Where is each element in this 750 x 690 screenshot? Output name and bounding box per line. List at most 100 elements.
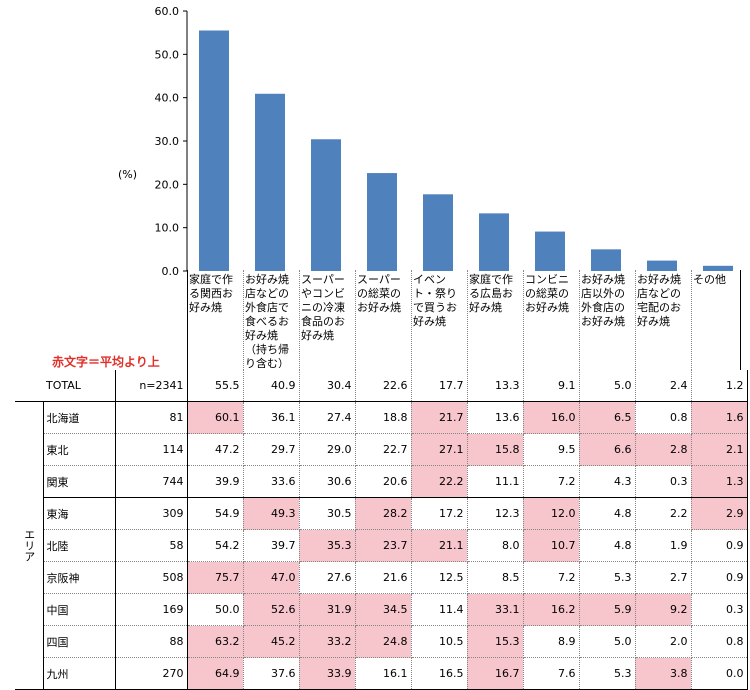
value-cell: 55.5: [187, 370, 244, 402]
value-cell: 30.5: [299, 497, 356, 530]
data-table: TOTAL n=2341 55.5 40.9 30.4 22.6 17.7 13.3 9.1 5.…: [15, 370, 748, 690]
category-separator: [411, 270, 412, 370]
value-cell: 2.9: [691, 497, 748, 530]
value-cell: 47.0: [243, 561, 300, 594]
bar: [647, 260, 677, 271]
value-cell: 16.7: [467, 657, 524, 690]
category-label: お好み焼店などの宅配のお好み焼: [637, 273, 681, 328]
bar: [199, 30, 229, 271]
value-cell: 5.3: [579, 561, 636, 594]
value-cell: 27.6: [299, 561, 356, 594]
value-cell: 0.9: [691, 561, 748, 594]
table-row: 中国 169 50.0 52.6 31.9 34.5 11.4 33.1 16.2 5.9 9.2 0…: [15, 593, 748, 626]
value-cell: 24.8: [355, 625, 412, 658]
value-cell: 63.2: [187, 625, 244, 658]
y-tick-label: 0.0: [162, 265, 180, 278]
bar: [479, 213, 509, 271]
sample-size: 508: [115, 561, 188, 594]
value-cell: 4.8: [579, 497, 636, 530]
value-cell: 16.2: [523, 593, 580, 626]
y-tick-label: 10.0: [155, 222, 180, 235]
bar: [591, 249, 621, 271]
value-cell: 36.1: [243, 401, 300, 434]
table-row-total: TOTAL n=2341 55.5 40.9 30.4 22.6 17.7 13.3 9.1 5.…: [15, 370, 748, 402]
value-cell: 33.1: [467, 593, 524, 626]
legend-note: 赤文字＝平均より上: [52, 355, 160, 369]
value-cell: 33.9: [299, 657, 356, 690]
value-cell: 1.9: [635, 529, 692, 562]
bar: [423, 194, 453, 271]
value-cell: 39.7: [243, 529, 300, 562]
value-cell: 5.9: [579, 593, 636, 626]
sample-size: 309: [115, 497, 188, 530]
value-cell: 8.0: [467, 529, 524, 562]
value-cell: 5.0: [579, 370, 636, 402]
value-cell: 21.1: [411, 529, 468, 562]
category-label: スーパーやコンビニの冷凍食品のお好み焼: [301, 273, 345, 342]
y-axis: 0.0 10.0 20.0 30.0 40.0 50.0 60.0: [155, 5, 188, 278]
value-cell: 21.7: [411, 401, 468, 434]
table-row: 京阪神 508 75.7 47.0 27.6 21.6 12.5 8.5 7.2 5.3 2.7 0.…: [15, 561, 748, 594]
value-cell: 60.1: [187, 401, 244, 434]
value-cell: 0.8: [691, 625, 748, 658]
value-cell: 6.5: [579, 401, 636, 434]
value-cell: 12.5: [411, 561, 468, 594]
value-cell: 7.2: [523, 465, 580, 498]
value-cell: 9.5: [523, 433, 580, 466]
category-separator: [243, 270, 244, 370]
category-label: イベント・祭りで買うお好み焼: [413, 273, 457, 328]
value-cell: 2.7: [635, 561, 692, 594]
value-cell: 2.4: [635, 370, 692, 402]
value-cell: 0.3: [691, 593, 748, 626]
row-label: TOTAL: [43, 370, 116, 402]
category-label-box: [187, 270, 741, 370]
sample-size: 58: [115, 529, 188, 562]
value-cell: 15.8: [467, 433, 524, 466]
value-cell: 11.1: [467, 465, 524, 498]
table-row: 東海 309 54.9 49.3 30.5 28.2 17.2 12.3 12.0 4.8 2.2 2…: [15, 497, 748, 530]
region-label: 四国: [43, 625, 116, 658]
region-label: 九州: [43, 657, 116, 690]
value-cell: 0.0: [691, 657, 748, 690]
value-cell: 64.9: [187, 657, 244, 690]
category-label: その他: [693, 273, 726, 286]
value-cell: 7.2: [523, 561, 580, 594]
value-cell: 15.3: [467, 625, 524, 658]
value-cell: 21.6: [355, 561, 412, 594]
category-separator: [467, 270, 468, 370]
value-cell: 28.2: [355, 497, 412, 530]
y-tick-label: 30.0: [155, 135, 180, 148]
table-row: 四国 88 63.2 45.2 33.2 24.8 10.5 15.3 8.9 5.0 2.0 0.8: [15, 625, 748, 658]
value-cell: 33.2: [299, 625, 356, 658]
value-cell: 9.2: [635, 593, 692, 626]
value-cell: 0.8: [635, 401, 692, 434]
table-row: 北陸 58 54.2 39.7 35.3 23.7 21.1 8.0 10.7 4.8 1.9 0.9: [15, 529, 748, 562]
value-cell: 27.4: [299, 401, 356, 434]
bar: [535, 231, 565, 271]
bar: [367, 173, 397, 271]
value-cell: 1.2: [691, 370, 748, 402]
category-separator: [635, 270, 636, 370]
value-cell: 5.3: [579, 657, 636, 690]
value-cell: 50.0: [187, 593, 244, 626]
value-cell: 0.9: [691, 529, 748, 562]
region-label: 東北: [43, 433, 116, 466]
value-cell: 54.9: [187, 497, 244, 530]
table-row: 東北 114 47.2 29.7 29.0 22.7 27.1 15.8 9.5 6.6 2.8 2.…: [15, 433, 748, 466]
value-cell: 8.9: [523, 625, 580, 658]
value-cell: 2.1: [691, 433, 748, 466]
table-row: エリア 北海道 81 60.1 36.1 27.4 18.8 21.7 13.6 16.0 6.5 0…: [15, 401, 748, 690]
bar-chart: (%) 0.0 10.0 20.0 30.0 40.0 50.0 60.0: [118, 5, 733, 278]
sample-size: 81: [115, 401, 188, 434]
y-tick-label: 40.0: [155, 92, 180, 105]
value-cell: 16.1: [355, 657, 412, 690]
region-label: 中国: [43, 593, 116, 626]
value-cell: 35.3: [299, 529, 356, 562]
value-cell: 75.7: [187, 561, 244, 594]
value-cell: 30.6: [299, 465, 356, 498]
value-cell: 5.0: [579, 625, 636, 658]
value-cell: 29.0: [299, 433, 356, 466]
value-cell: 18.8: [355, 401, 412, 434]
value-cell: 17.2: [411, 497, 468, 530]
sample-size: 88: [115, 625, 188, 658]
